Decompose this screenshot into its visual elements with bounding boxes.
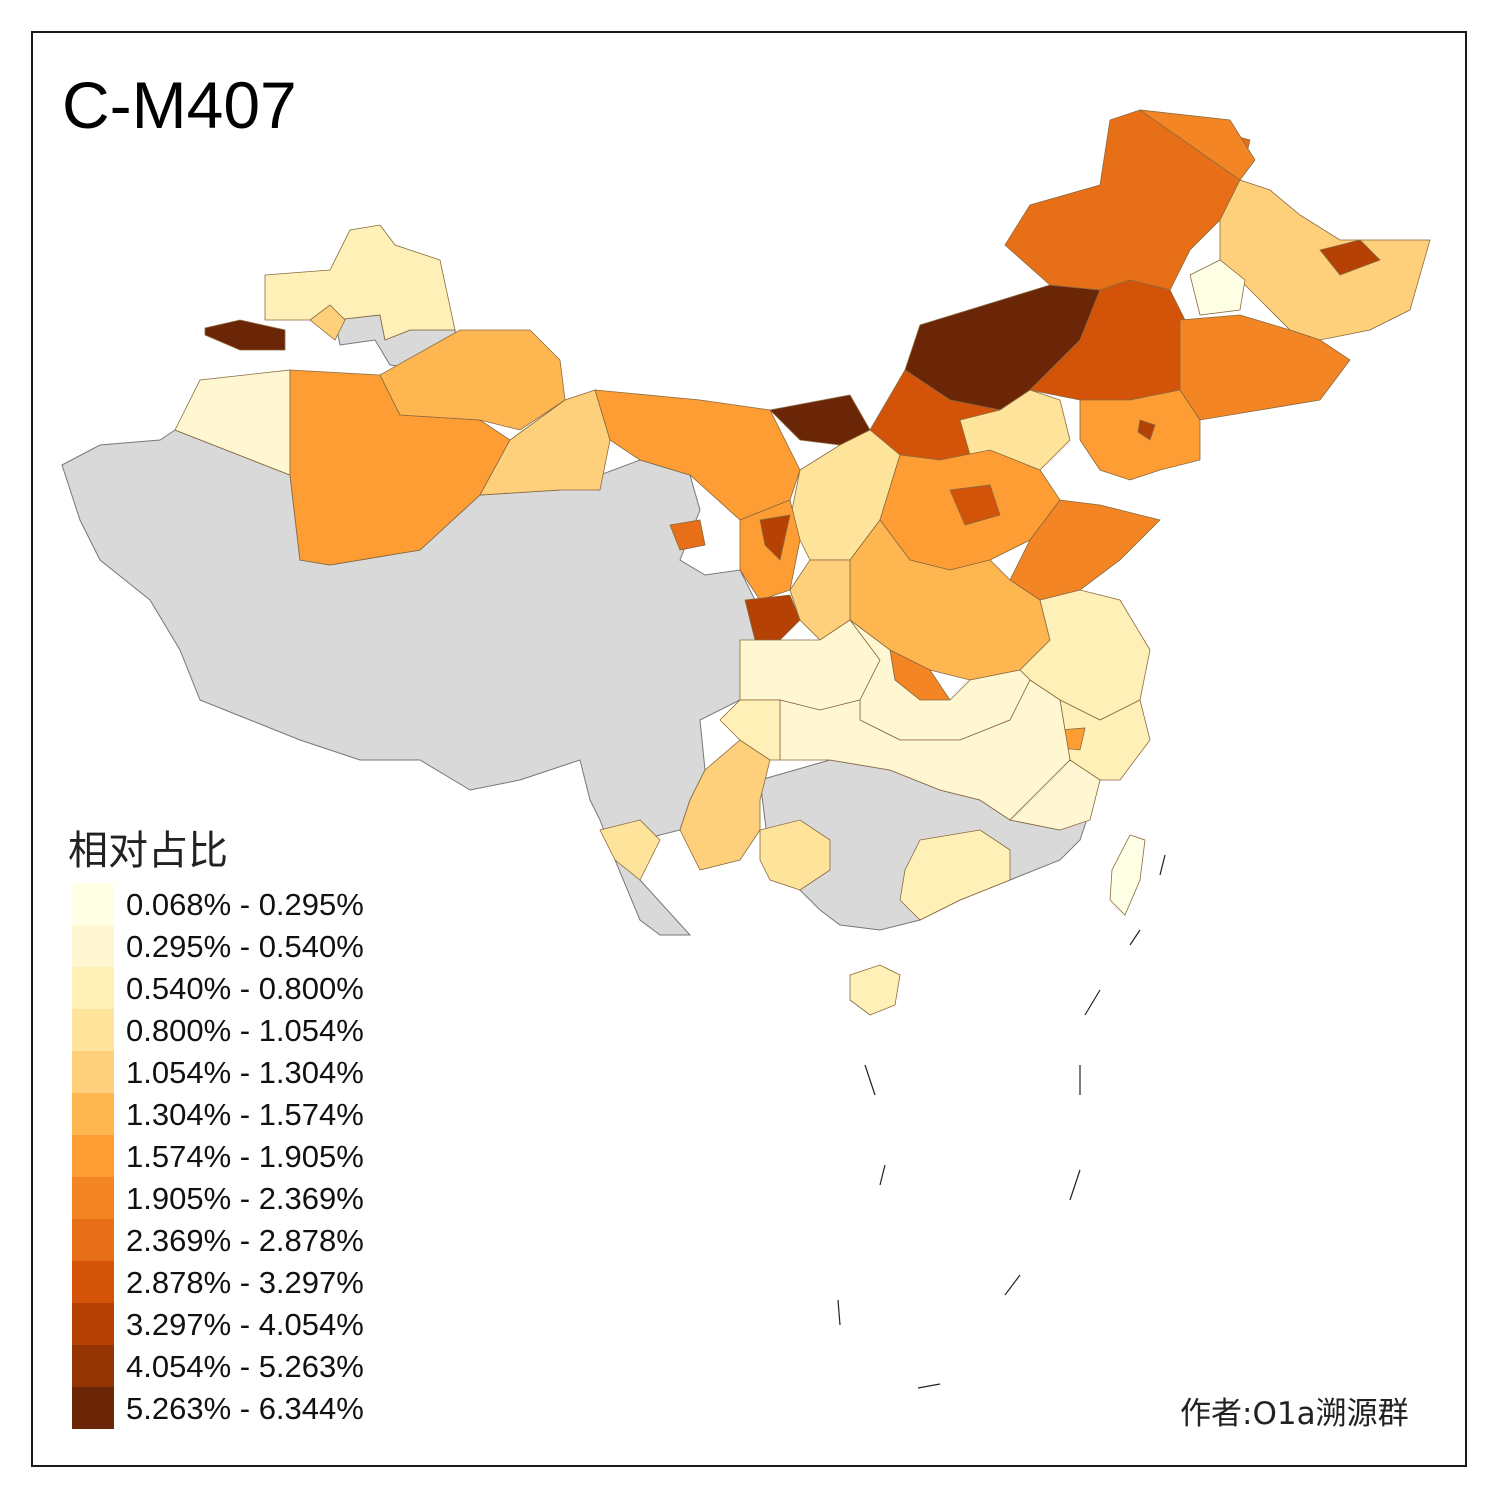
legend-swatch bbox=[72, 1135, 114, 1177]
legend-swatch bbox=[72, 1177, 114, 1219]
region-yunnan-south bbox=[599, 819, 661, 881]
legend-swatch bbox=[72, 1093, 114, 1135]
island-line bbox=[1084, 989, 1101, 1016]
map-title: C-M407 bbox=[62, 68, 297, 142]
region-fujian bbox=[1009, 759, 1101, 831]
legend-label: 2.878% - 3.297% bbox=[126, 1265, 364, 1300]
island-line bbox=[1129, 929, 1141, 946]
legend-label: 1.574% - 1.905% bbox=[126, 1139, 364, 1174]
legend-label: 0.540% - 0.800% bbox=[126, 971, 364, 1006]
legend-label: 0.068% - 0.295% bbox=[126, 887, 364, 922]
region-xinjiang-north bbox=[264, 224, 456, 341]
island-line bbox=[879, 1164, 886, 1186]
legend-swatch bbox=[72, 1387, 114, 1429]
region-xinjiang-spot bbox=[309, 304, 346, 341]
region-harbin bbox=[1189, 259, 1246, 316]
island-line bbox=[1069, 1169, 1081, 1201]
island-line bbox=[1159, 854, 1166, 876]
region-taiwan bbox=[1109, 834, 1146, 916]
legend-swatch bbox=[72, 1219, 114, 1261]
map-frame bbox=[31, 31, 1467, 1467]
legend-title: 相对占比 bbox=[68, 828, 228, 874]
legend-swatch bbox=[72, 1051, 114, 1093]
legend-label: 0.800% - 1.054% bbox=[126, 1013, 364, 1048]
island-line bbox=[917, 1383, 941, 1389]
region-shijiazhuang bbox=[949, 484, 1001, 526]
region-qinghai-haidong bbox=[669, 519, 706, 551]
island-line bbox=[864, 1064, 876, 1096]
legend-label: 2.369% - 2.878% bbox=[126, 1223, 364, 1258]
legend-label: 3.297% - 4.054% bbox=[126, 1307, 364, 1342]
legend-swatch bbox=[72, 1009, 114, 1051]
region-ningxia bbox=[759, 514, 791, 561]
region-heilongjiang-north bbox=[1139, 109, 1256, 181]
legend-label: 5.263% - 6.344% bbox=[126, 1391, 364, 1426]
legend-label: 1.054% - 1.304% bbox=[126, 1055, 364, 1090]
legend-swatch bbox=[72, 1345, 114, 1387]
legend-label: 1.905% - 2.369% bbox=[126, 1181, 364, 1216]
legend-label: 0.295% - 0.540% bbox=[126, 929, 364, 964]
region-jiamusi bbox=[1319, 239, 1381, 276]
region-gansu-west bbox=[479, 389, 611, 496]
island-line bbox=[1004, 1274, 1021, 1296]
legend-swatch bbox=[72, 925, 114, 967]
region-yunnan-east bbox=[719, 699, 781, 761]
island-line bbox=[837, 1299, 841, 1326]
region-xinjiang-yili bbox=[204, 319, 286, 351]
legend-swatch bbox=[72, 883, 114, 925]
legend-swatch bbox=[72, 1303, 114, 1345]
region-liaoning bbox=[1079, 389, 1201, 481]
south-china-sea-islands bbox=[837, 854, 1166, 1389]
shaded-regions bbox=[174, 109, 1431, 1016]
region-dalian bbox=[1137, 419, 1156, 441]
region-chongqing-hunan bbox=[779, 679, 1071, 821]
region-guangxi bbox=[759, 819, 831, 891]
region-guangdong bbox=[899, 829, 1011, 921]
region-heilongjiang-center bbox=[1219, 179, 1431, 341]
legend-swatch bbox=[72, 967, 114, 1009]
legend-swatch bbox=[72, 1261, 114, 1303]
legend-label: 4.054% - 5.263% bbox=[126, 1349, 364, 1384]
legend-label: 1.304% - 1.574% bbox=[126, 1097, 364, 1132]
author-credit: 作者:O1a溯源群 bbox=[1180, 1396, 1409, 1432]
region-gansu-south bbox=[744, 594, 801, 641]
region-hainan bbox=[849, 964, 901, 1016]
